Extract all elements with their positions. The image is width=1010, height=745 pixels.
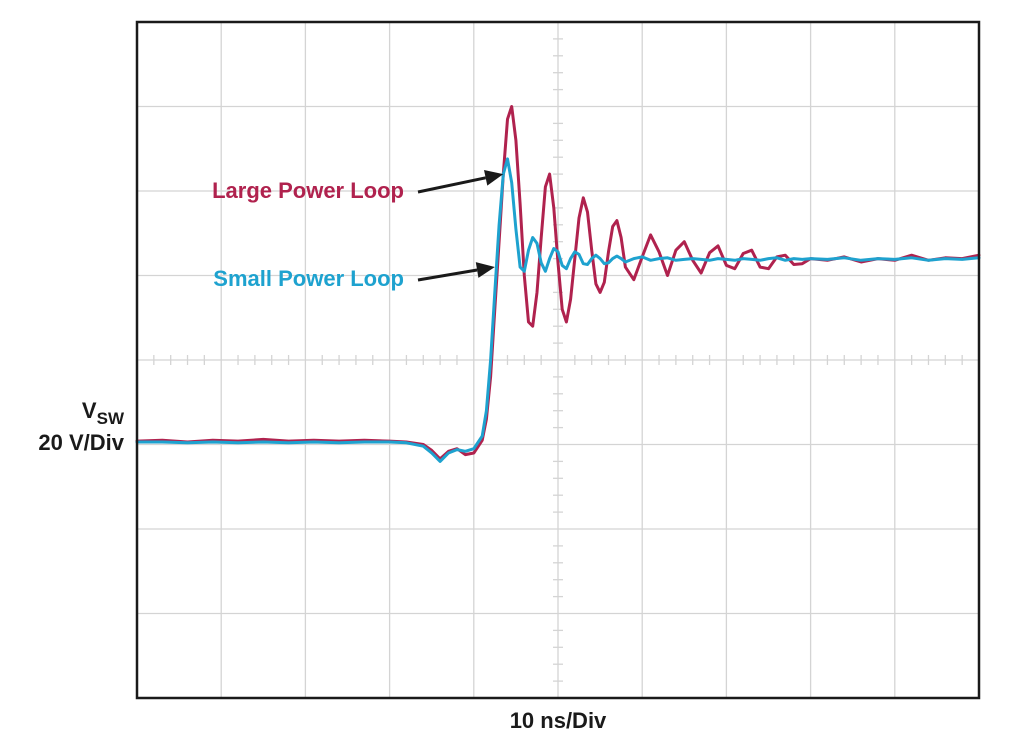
x-axis-label: 10 ns/Div [510,708,607,733]
annotation-small-power-loop: Small Power Loop [213,266,404,291]
plot-frame [135,20,981,700]
arrow-large-power-loop [417,176,486,194]
arrowhead-small-power-loop [475,262,495,278]
annotations: Large Power Loop Small Power Loop [212,169,504,291]
center-tick-marks [153,38,963,682]
y-axis-scale-label: 20 V/Div [38,430,124,455]
arrow-small-power-loop [417,268,478,282]
y-axis-label-subscript: SW [97,409,125,428]
arrowhead-large-power-loop [484,169,504,186]
grid [137,22,979,698]
series-line-small-power-loop [135,157,981,463]
y-axis-label: VSW 20 V/Div [38,398,125,455]
y-axis-label-symbol: VSW [82,398,125,428]
traces [135,105,981,463]
annotation-large-power-loop: Large Power Loop [212,178,404,203]
